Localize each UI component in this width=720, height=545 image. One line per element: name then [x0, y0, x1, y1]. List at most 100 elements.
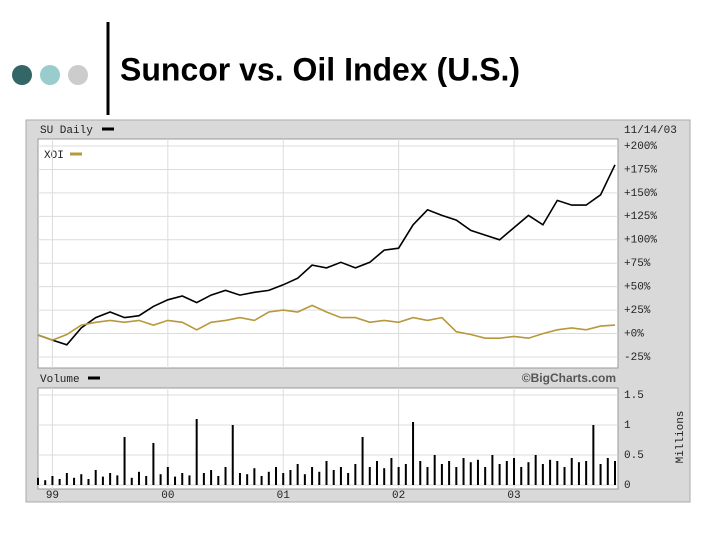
volume-bar: [159, 474, 162, 485]
volume-bar: [109, 473, 112, 485]
volume-bar: [354, 464, 357, 485]
volume-bar: [282, 473, 285, 485]
series-line: [37, 164, 616, 346]
volume-bar: [404, 464, 407, 485]
volume-bar: [426, 467, 429, 485]
volume-bar: [253, 468, 256, 485]
volume-bar: [433, 455, 436, 485]
volume-bar: [238, 473, 241, 485]
volume-bar: [368, 467, 371, 485]
volume-bar: [527, 462, 530, 485]
y-tick-label: 1: [624, 420, 631, 432]
volume-bar: [375, 461, 378, 485]
y-tick-label: 0: [624, 480, 631, 492]
volume-bar: [448, 461, 451, 485]
volume-bar: [137, 471, 140, 485]
volume-bar: [303, 474, 306, 485]
volume-bar: [260, 476, 263, 485]
legend-swatch: [70, 152, 82, 156]
volume-bar: [570, 458, 573, 485]
volume-bar: [65, 473, 68, 485]
volume-bar: [152, 443, 155, 485]
volume-bar: [462, 458, 465, 485]
decor-dot: [12, 65, 32, 85]
volume-bar: [534, 455, 537, 485]
volume-bar: [267, 471, 270, 485]
volume-bar: [585, 461, 588, 485]
volume-bar: [592, 425, 595, 485]
x-tick-label: 02: [392, 490, 405, 502]
volume-bar: [311, 467, 314, 485]
volume-bar: [87, 479, 90, 485]
volume-bar: [80, 474, 83, 485]
volume-bar: [419, 461, 422, 485]
volume-bar: [116, 475, 119, 485]
y-tick-label: +150%: [624, 188, 657, 200]
decor-dot: [40, 65, 60, 85]
x-tick-label: 03: [507, 490, 520, 502]
volume-bar: [37, 477, 39, 485]
volume-bar: [476, 459, 479, 485]
y-axis-label: Millions: [675, 411, 687, 464]
y-tick-label: +175%: [624, 164, 657, 176]
volume-bar: [599, 464, 602, 485]
x-tick-label: 99: [46, 490, 59, 502]
legend-label: SU Daily: [40, 125, 93, 137]
volume-bar: [217, 476, 220, 485]
volume-bar: [390, 458, 393, 485]
volume-bar: [130, 477, 133, 485]
volume-bar: [246, 474, 249, 485]
volume-bar: [563, 467, 566, 485]
volume-bar: [44, 480, 47, 485]
volume-bar: [361, 437, 364, 485]
volume-bar: [325, 461, 328, 485]
y-tick-label: +100%: [624, 235, 657, 247]
legend-label: XOI: [44, 150, 64, 162]
y-tick-label: 0.5: [624, 450, 644, 462]
volume-bar: [224, 467, 227, 485]
volume-bar: [412, 422, 415, 485]
y-tick-label: +200%: [624, 141, 657, 153]
volume-bar: [383, 468, 386, 485]
y-tick-label: -25%: [624, 352, 651, 364]
volume-bar: [174, 476, 177, 485]
volume-bar: [181, 473, 184, 485]
legend-swatch: [102, 127, 114, 131]
volume-bar: [73, 477, 76, 485]
volume-bar: [101, 476, 104, 485]
volume-bar: [484, 467, 487, 485]
volume-bar: [94, 470, 97, 485]
y-tick-label: 1.5: [624, 390, 644, 402]
slide-title: Suncor vs. Oil Index (U.S.): [120, 51, 520, 87]
x-tick-label: 01: [277, 490, 291, 502]
volume-bar: [51, 476, 54, 485]
date-label: 11/14/03: [624, 125, 677, 137]
volume-bar: [296, 464, 299, 485]
volume-bar: [440, 464, 443, 485]
y-tick-label: +75%: [624, 258, 651, 270]
volume-bar: [513, 458, 516, 485]
volume-bar: [145, 476, 148, 485]
volume-bar: [58, 479, 61, 485]
decor-dot: [68, 65, 88, 85]
volume-bar: [347, 473, 350, 485]
y-tick-label: +0%: [624, 328, 644, 340]
volume-bar: [188, 475, 191, 485]
volume-bar: [202, 473, 205, 485]
volume-bar: [195, 419, 198, 485]
series-line: [37, 304, 616, 341]
volume-bar: [614, 461, 616, 485]
volume-bar: [577, 462, 580, 485]
y-tick-label: +50%: [624, 282, 651, 294]
volume-bar: [455, 467, 458, 485]
volume-bar: [397, 467, 400, 485]
volume-bar: [556, 461, 559, 485]
volume-bar: [332, 470, 335, 485]
volume-bar: [549, 459, 552, 485]
volume-bar: [520, 467, 523, 485]
volume-bar: [498, 464, 501, 485]
volume-bar: [166, 467, 169, 485]
price-plot: [37, 138, 619, 369]
